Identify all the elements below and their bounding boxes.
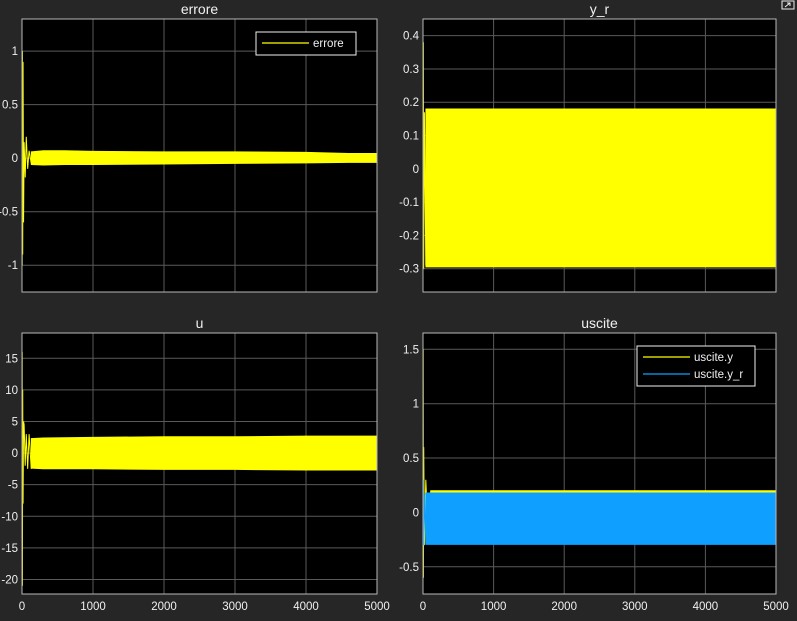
subplot-2: y_r -0.3 -0.2 -0.1 0 0.1 0.2 0.3 0.4 <box>399 1 777 293</box>
y-tick-label: 10 <box>5 385 18 397</box>
y-tick-label: 1 <box>413 399 419 411</box>
y-tick-label: -20 <box>1 574 18 586</box>
legend-label: uscite.y <box>694 352 733 364</box>
series-band <box>425 492 777 545</box>
y-tick-label: 0 <box>12 153 18 165</box>
y-tick-label: 0 <box>12 448 18 460</box>
y-tick-label: -15 <box>1 543 18 555</box>
y-tick-label: 0.5 <box>2 100 18 112</box>
legend-label: uscite.y_r <box>694 369 743 381</box>
y-tick-label: 15 <box>5 353 18 365</box>
x-tick-label: 1000 <box>80 601 106 613</box>
x-tick-label: 0 <box>420 601 426 613</box>
x-tick-label: 5000 <box>364 601 390 613</box>
chart-title: errore <box>181 1 219 17</box>
y-tick-label: -0.5 <box>0 207 18 219</box>
y-tick-label: 0 <box>413 507 419 519</box>
restore-view-icon[interactable] <box>781 0 795 10</box>
x-tick-label: 5000 <box>763 601 789 613</box>
series-band <box>30 150 378 166</box>
x-tick-label: 0 <box>19 601 25 613</box>
chart-title: u <box>196 315 204 331</box>
legend: errore <box>255 31 357 56</box>
y-tick-label: 0.2 <box>403 97 419 109</box>
chart-title: uscite <box>581 315 618 331</box>
subplot-3: u -20 -15 -10 -5 0 5 10 15 0 1000 2000 3000 4000 5000 <box>1 315 389 613</box>
legend: uscite.y uscite.y_r <box>636 345 756 387</box>
y-tick-label: 0.1 <box>403 131 419 143</box>
y-tick-label: -5 <box>8 480 18 492</box>
y-tick-label: 0.4 <box>403 31 420 43</box>
y-tick-label: -10 <box>1 511 18 523</box>
x-tick-label: 3000 <box>222 601 248 613</box>
y-tick-label: 0.5 <box>403 453 419 465</box>
legend-box <box>636 345 756 387</box>
y-tick-label: -0.2 <box>399 230 419 242</box>
axes-frame <box>21 18 378 293</box>
chart-title: y_r <box>590 1 610 17</box>
series-band <box>425 108 777 268</box>
axes-frame <box>21 332 378 595</box>
y-tick-label: 1 <box>12 46 18 58</box>
y-tick-label: 1.5 <box>403 344 419 356</box>
y-tick-label: -0.3 <box>399 264 419 276</box>
subplot-1: errore -1 -0.5 0 0.5 1 errore <box>0 1 378 293</box>
axes-frame <box>422 18 777 293</box>
y-tick-label: 5 <box>12 416 18 428</box>
x-tick-label: 4000 <box>693 601 719 613</box>
x-tick-label: 2000 <box>551 601 577 613</box>
subplot-4: uscite -0.5 0 0.5 1 1.5 0 1000 2000 3000 4000 5000 u… <box>399 315 789 613</box>
legend-label: errore <box>313 38 344 50</box>
x-tick-label: 2000 <box>151 601 177 613</box>
series-band <box>30 435 378 471</box>
axes-frame <box>422 332 777 595</box>
x-tick-label: 1000 <box>481 601 507 613</box>
y-tick-label: -1 <box>8 260 18 272</box>
x-tick-label: 3000 <box>622 601 648 613</box>
y-tick-label: 0 <box>413 164 419 176</box>
x-tick-label: 4000 <box>293 601 319 613</box>
y-tick-label: -0.5 <box>399 562 419 574</box>
y-tick-label: -0.1 <box>399 197 419 209</box>
y-tick-label: 0.3 <box>403 64 419 76</box>
